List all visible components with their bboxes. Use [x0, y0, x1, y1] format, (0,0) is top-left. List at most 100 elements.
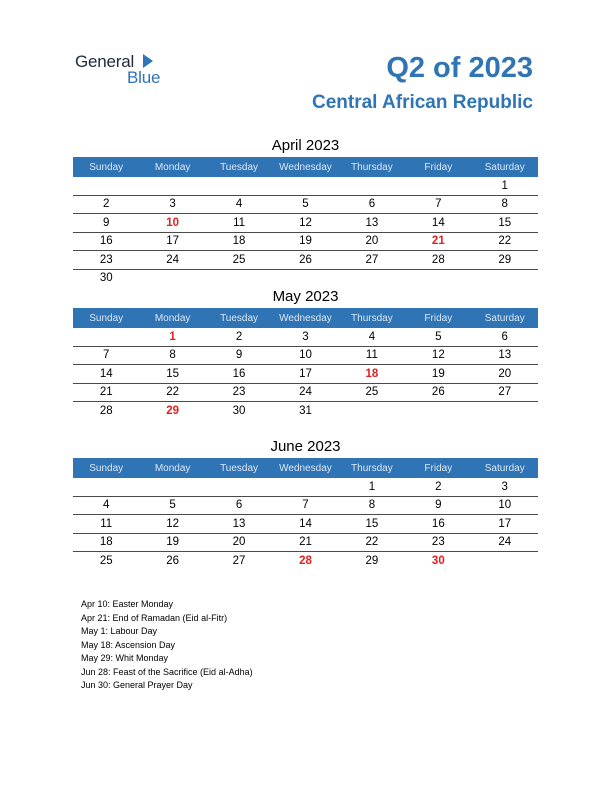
week-row: 7 8 9 10 11 12 13 [73, 347, 538, 365]
day-cell: 21 [99, 386, 113, 399]
week-row: 23 24 25 26 27 28 29 [73, 251, 538, 270]
holiday-date: 1 [169, 330, 176, 343]
month-title: May 2023 [272, 288, 339, 305]
logo-flag-icon [143, 54, 153, 68]
day-cell: 3 [501, 480, 508, 493]
holiday-note: Jun 28: Feast of the Sacrifice (Eid al-A… [81, 666, 253, 677]
month-title: April 2023 [271, 137, 340, 154]
weekday-header-row: Sunday Monday Tuesday Wednesday Thursday Frid… [73, 458, 538, 478]
holiday-date: 28 [299, 554, 312, 567]
weekday-label: Thursday [351, 161, 393, 173]
day-cell: 7 [302, 499, 309, 512]
day-cell: 19 [431, 367, 445, 380]
day-cell: 19 [299, 235, 312, 248]
day-cell: 7 [103, 349, 110, 362]
day-cell: 26 [431, 386, 445, 399]
week-row: 25 26 27 28 29 30 [73, 552, 538, 570]
weekday-label: Monday [154, 462, 191, 474]
logo-text-blue: Blue [127, 68, 161, 87]
day-cell: 26 [299, 253, 312, 266]
day-cell: 25 [365, 386, 379, 399]
day-cell: 22 [365, 536, 379, 549]
weekday-label: Monday [154, 312, 191, 324]
month-april: April 2023 Sunday Monday Tuesday Wednesday Th… [73, 135, 538, 287]
weekday-label: Sunday [89, 161, 124, 173]
day-cell: 11 [365, 349, 378, 362]
day-cell: 24 [299, 386, 312, 399]
day-cell: 8 [501, 198, 508, 211]
weekday-label: Friday [424, 312, 453, 324]
day-cell: 6 [235, 499, 243, 512]
weekday-label: Thursday [351, 312, 393, 324]
day-cell: 29 [365, 554, 379, 567]
day-cell: 17 [166, 235, 180, 248]
day-cell: 13 [498, 349, 512, 362]
weekday-label: Friday [424, 161, 453, 173]
day-cell: 25 [232, 253, 246, 266]
day-cell: 14 [431, 216, 445, 229]
week-row: 1 [73, 177, 538, 196]
holiday-note: May 29: Whit Monday [81, 653, 169, 663]
day-cell: 12 [166, 517, 180, 530]
page-title: Q2 of 2023 [386, 52, 533, 84]
day-cell: 25 [99, 554, 113, 567]
day-cell: 18 [232, 235, 246, 248]
day-cell: 23 [232, 386, 246, 399]
day-cell: 4 [103, 499, 110, 512]
weekday-label: Thursday [351, 462, 393, 474]
day-cell: 26 [166, 554, 180, 567]
week-row: 9 10 11 12 13 14 15 [73, 214, 538, 233]
day-cell: 22 [166, 386, 180, 399]
day-cell: 18 [99, 536, 113, 549]
week-row: 21 22 23 24 25 26 27 [73, 384, 538, 402]
weekday-header-row: Sunday Monday Tuesday Wednesday Thursday Frid… [73, 308, 538, 328]
day-cell: 24 [498, 536, 512, 549]
week-row: 1 2 3 [73, 478, 538, 497]
holiday-date: 29 [166, 404, 180, 417]
day-cell: 23 [431, 536, 445, 549]
holiday-note: Jun 30: General Prayer Day [81, 680, 193, 690]
day-cell: 1 [368, 480, 376, 493]
day-cell: 15 [166, 367, 180, 380]
day-cell: 8 [169, 349, 176, 362]
day-cell: 13 [232, 517, 246, 530]
weekday-label: Saturday [484, 312, 525, 324]
holiday-date: 18 [365, 367, 379, 380]
day-cell: 30 [232, 404, 246, 417]
holiday-note: May 18: Ascension Day [81, 639, 176, 650]
day-cell: 15 [498, 216, 512, 229]
day-cell: 1 [501, 179, 508, 192]
day-cell: 20 [232, 536, 246, 549]
weekday-label: Wednesday [279, 462, 332, 474]
day-cell: 29 [498, 253, 512, 266]
day-cell: 5 [302, 198, 309, 211]
day-cell: 9 [435, 499, 442, 512]
day-cell: 15 [365, 517, 379, 530]
day-cell: 10 [498, 499, 512, 512]
day-cell: 4 [368, 330, 376, 343]
weekday-label: Saturday [484, 161, 525, 173]
day-cell: 24 [166, 253, 180, 266]
day-cell: 6 [501, 330, 508, 343]
day-cell: 20 [365, 235, 379, 248]
weekday-label: Friday [424, 462, 453, 474]
weekday-header-row: Sunday Monday Tuesday Wednesday Thursday Frid… [73, 157, 538, 177]
week-row: 2 3 4 5 6 7 8 [73, 196, 538, 214]
day-cell: 9 [235, 349, 243, 362]
day-cell: 12 [299, 216, 312, 229]
country-name: Central African Republic [311, 92, 533, 113]
weekday-label: Wednesday [279, 161, 332, 173]
day-cell: 31 [299, 404, 312, 417]
day-cell: 19 [166, 536, 180, 549]
day-cell: 2 [235, 330, 243, 343]
week-row: 30 [73, 270, 538, 288]
day-cell: 12 [431, 349, 445, 362]
holiday-notes: Apr 10: Easter Monday Apr 21: End of Rama… [81, 598, 253, 693]
day-cell: 17 [299, 367, 312, 380]
day-cell: 17 [498, 517, 512, 530]
weekday-label: Saturday [484, 462, 525, 474]
weekday-label: Tuesday [220, 161, 259, 173]
logo-text-general: General [75, 52, 135, 71]
week-row: 14 15 16 17 18 19 20 [73, 365, 538, 384]
day-cell: 3 [302, 330, 309, 343]
